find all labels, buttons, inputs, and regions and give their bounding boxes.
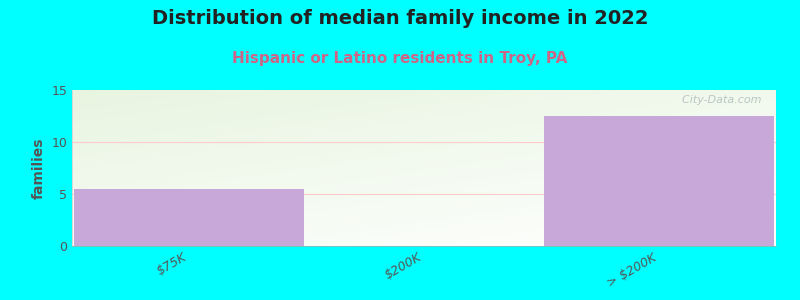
Y-axis label: families: families [32, 137, 46, 199]
Text: Hispanic or Latino residents in Troy, PA: Hispanic or Latino residents in Troy, PA [232, 51, 568, 66]
Bar [544, 116, 774, 246]
Bar [74, 189, 304, 246]
Text: City-Data.com: City-Data.com [675, 95, 762, 105]
Text: Distribution of median family income in 2022: Distribution of median family income in … [152, 9, 648, 28]
